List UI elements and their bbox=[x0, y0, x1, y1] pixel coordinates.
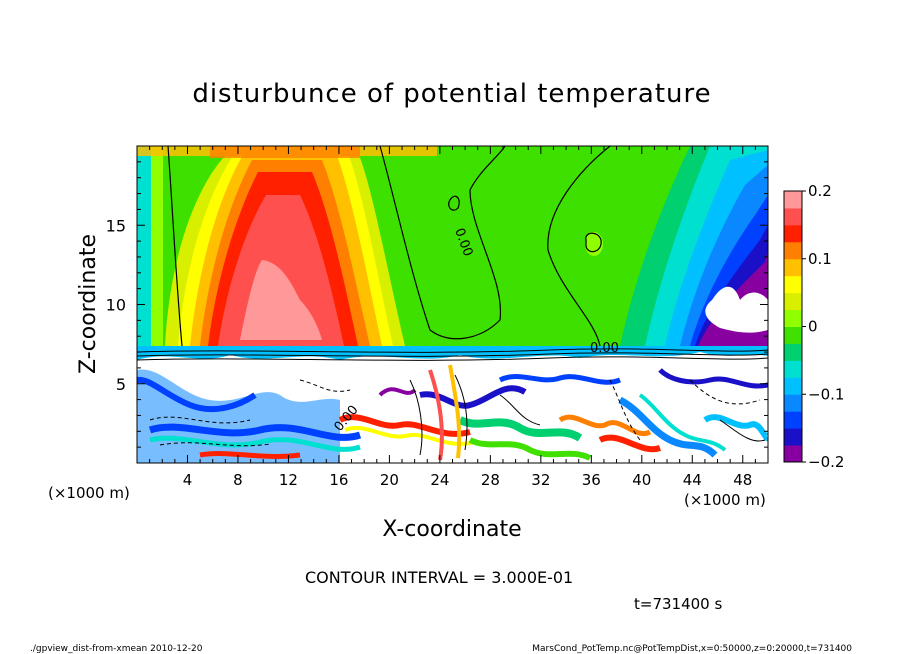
y-axis-label: Z-coordinate bbox=[76, 234, 101, 374]
colorbar-swatch bbox=[784, 445, 802, 463]
x-tick-label: 12 bbox=[279, 471, 298, 489]
x-unit-label-right: (×1000 m) bbox=[684, 491, 766, 509]
contour-label-2: 0.00 bbox=[590, 341, 619, 356]
colorbar-swatch bbox=[784, 343, 802, 361]
x-tick-label: 48 bbox=[733, 471, 752, 489]
colorbar-swatch bbox=[784, 191, 802, 209]
lower-field bbox=[137, 346, 768, 463]
footer-left: ./gpview_dist-from-xmean 2010-12-20 bbox=[30, 644, 203, 654]
colorbar-swatch bbox=[784, 207, 802, 226]
x-tick-label: 32 bbox=[531, 471, 550, 489]
upper-field bbox=[137, 146, 768, 346]
y-axis: 5 10 15 bbox=[106, 161, 768, 448]
y-tick-label: 10 bbox=[106, 296, 126, 315]
y-tick-label: 15 bbox=[106, 216, 126, 235]
x-axis: 4 8 12 16 20 24 28 32 36 40 44 48 bbox=[149, 146, 756, 489]
colorbar-tick-label: −0.1 bbox=[808, 385, 844, 403]
x-tick-label: 40 bbox=[632, 471, 651, 489]
colorbar: 0.2 0.1 0 −0.1 −0.2 bbox=[783, 182, 844, 471]
x-tick-label: 16 bbox=[329, 471, 348, 489]
colorbar-tick-label: 0.2 bbox=[808, 182, 832, 200]
time-label: t=731400 s bbox=[634, 595, 722, 613]
colorbar-swatch bbox=[784, 292, 802, 311]
chart-title: disturbunce of potential temperature bbox=[192, 79, 711, 109]
colorbar-swatch bbox=[784, 394, 802, 412]
colorbar-tick-label: −0.2 bbox=[808, 453, 844, 471]
contour-interval: CONTOUR INTERVAL = 3.000E-01 bbox=[305, 568, 573, 587]
x-tick-label: 44 bbox=[683, 471, 702, 489]
x-unit-label-left: (×1000 m) bbox=[48, 484, 130, 502]
colorbar-swatch bbox=[784, 241, 802, 260]
x-tick-label: 36 bbox=[582, 471, 601, 489]
x-tick-label: 28 bbox=[481, 471, 500, 489]
colorbar-swatch bbox=[784, 326, 802, 344]
colorbar-swatch bbox=[784, 360, 802, 378]
x-tick-label: 4 bbox=[183, 471, 193, 489]
x-tick-label: 20 bbox=[380, 471, 399, 489]
plot-area: 0.00 0.00 0.00 bbox=[137, 146, 768, 463]
colorbar-swatch bbox=[784, 275, 802, 294]
colorbar-swatch bbox=[784, 377, 802, 395]
y-tick-label: 5 bbox=[116, 375, 126, 394]
footer-right: MarsCond_PotTemp.nc@PotTempDist,x=0:5000… bbox=[532, 644, 852, 654]
x-axis-label: X-coordinate bbox=[382, 517, 521, 542]
x-tick-label: 24 bbox=[430, 471, 449, 489]
colorbar-swatch bbox=[784, 309, 802, 327]
colorbar-tick-label: 0 bbox=[808, 318, 818, 336]
colorbar-tick-label: 0.1 bbox=[808, 250, 832, 268]
x-tick-label: 8 bbox=[233, 471, 243, 489]
colorbar-swatch bbox=[784, 411, 802, 429]
colorbar-swatch bbox=[784, 428, 802, 446]
zero-contours bbox=[167, 146, 611, 347]
colorbar-swatch bbox=[784, 224, 802, 243]
colorbar-swatch bbox=[784, 258, 802, 277]
